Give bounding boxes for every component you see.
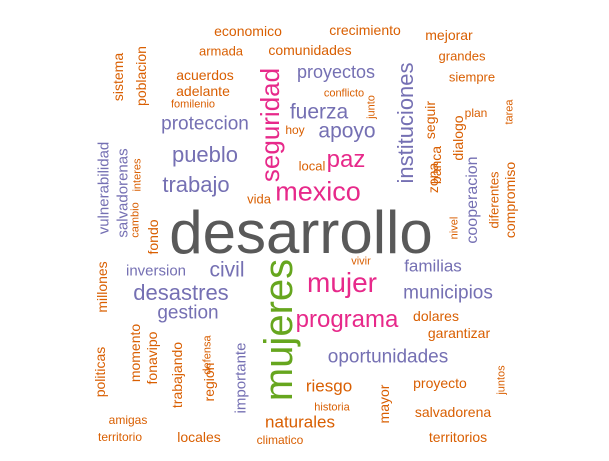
word-fuerza: fuerza [289, 100, 349, 124]
word-mujer: mujer [306, 267, 378, 298]
word-garantizar: garantizar [427, 325, 491, 341]
word-momento: momento [127, 323, 143, 383]
word-fonavipo: fonavipo [144, 331, 160, 385]
word-seguir: seguir [422, 100, 438, 140]
word-fomilenio: fomilenio [170, 98, 216, 111]
word-dialogo: dialogo [450, 115, 466, 161]
word-programa: programa [295, 306, 399, 333]
word-naturales: naturales [265, 412, 335, 432]
word-sistema: sistema [110, 52, 126, 102]
word-seguridad: seguridad [255, 67, 285, 183]
word-historia: historia [314, 401, 350, 414]
word-importante: importante [232, 342, 250, 414]
word-pueblo: pueblo [171, 142, 239, 167]
word-millones: millones [94, 261, 110, 313]
word-climatico: climatico [256, 433, 304, 447]
word-desastres: desastres [133, 280, 229, 305]
word-trabajando: trabajando [169, 341, 185, 409]
word-hoy: hoy [285, 123, 305, 137]
word-salvadorenas: salvadorenas [114, 148, 132, 238]
word-cooperacion: cooperacion [464, 156, 481, 244]
word-diferentes: diferentes [486, 171, 502, 229]
word-grandes: grandes [438, 48, 486, 64]
word-mejorar: mejorar [425, 27, 473, 43]
word-mayor: mayor [376, 384, 392, 424]
word-vulnerabilidad: vulnerabilidad [95, 141, 113, 235]
word-instituciones: instituciones [393, 62, 418, 184]
word-siempre: siempre [448, 69, 496, 85]
word-mexico: mexico [275, 176, 361, 207]
word-juntos: juntos [495, 365, 508, 395]
word-nivel: nivel [448, 216, 461, 240]
word-banca: banca [428, 145, 444, 185]
word-territorios: territorios [428, 429, 488, 445]
word-local: local [298, 158, 326, 174]
word-interes: interes [131, 158, 144, 192]
word-comunidades: comunidades [268, 42, 352, 58]
word-amigas: amigas [108, 413, 148, 427]
word-proteccion: proteccion [161, 113, 249, 135]
word-region: region [201, 362, 217, 402]
word-proyectos: proyectos [296, 62, 376, 82]
word-cambio: cambio [129, 202, 142, 238]
word-riesgo: riesgo [305, 376, 353, 396]
word-compromiso: compromiso [502, 161, 518, 239]
word-poblacion: poblacion [133, 46, 149, 106]
word-politicas: politicas [92, 346, 108, 398]
word-salvadorena: salvadorena [414, 404, 492, 420]
word-armada: armada [198, 43, 244, 59]
word-economico: economico [214, 23, 282, 39]
word-paz: paz [326, 146, 366, 173]
word-junto: junto [365, 95, 378, 119]
word-municipios: municipios [403, 282, 493, 304]
word-trabajo: trabajo [162, 172, 230, 197]
word-inversion: inversion [125, 262, 187, 280]
word-vivir: vivir [351, 255, 371, 268]
word-conflicto: conflicto [323, 87, 365, 100]
word-crecimiento: crecimiento [329, 22, 401, 38]
word-plan: plan [464, 106, 488, 120]
word-familias: familias [404, 256, 462, 276]
word-territorio: territorio [97, 430, 143, 444]
word-locales: locales [177, 429, 221, 445]
word-dolares: dolares [413, 308, 459, 324]
word-oportunidades: oportunidades [327, 346, 449, 368]
word-apoyo: apoyo [318, 119, 376, 143]
word-proyecto: proyecto [413, 375, 467, 391]
word-mujeres: mujeres [257, 258, 301, 402]
word-desarrollo: desarrollo [169, 199, 433, 266]
word-vida: vida [247, 191, 271, 207]
word-civil: civil [209, 258, 245, 282]
word-tarea: tarea [503, 99, 516, 125]
word-acuerdos: acuerdos [176, 67, 234, 83]
word-gestion: gestion [157, 302, 219, 324]
word-fondo: fondo [145, 219, 161, 255]
word-adelante: adelante [176, 83, 230, 99]
